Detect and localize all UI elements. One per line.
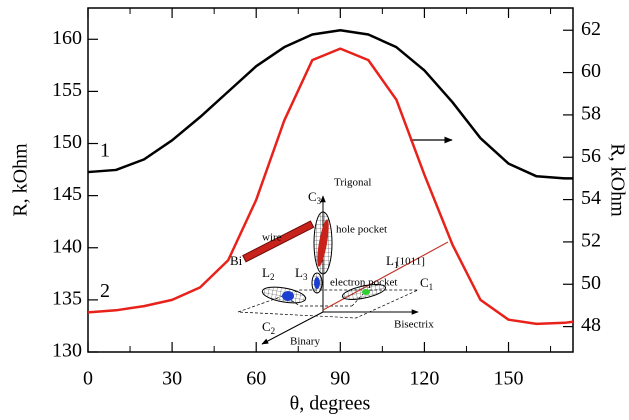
diagram-label: Bi [230,253,243,268]
y-tick-label: 150 [52,131,82,153]
diagram-label: hole pocket [336,224,387,236]
y-tick-label: 155 [52,79,82,101]
diagram-label-sub: 3 [317,196,322,206]
diagram-label-text: L [262,265,270,280]
diagram-label: L2 [262,265,274,282]
diagram-label-text: C [308,189,317,204]
diagram-label: C2 [262,319,275,336]
diagram-label: C1 [420,275,433,292]
x-tick-label: 90 [330,368,350,390]
series-label: 2 [100,280,110,302]
diagram-label: Bisectrix [394,319,434,331]
y2-tick-label: 54 [581,187,601,209]
series-line [87,47,574,326]
y-tick-label: 140 [52,235,82,257]
diagram-label: Trigonal [334,177,372,189]
y2-axis-label: R, kOhm [606,143,628,217]
diagram-label-sub: 2 [271,326,276,336]
x-tick-label: 150 [494,368,524,390]
y2-tick-label: 52 [581,230,601,252]
diagram-label-sub: 2 [270,272,275,282]
diagram-label: L1 [386,253,398,270]
diagram-label-text: L [386,253,394,268]
y2-tick-label: 56 [581,145,601,167]
x-tick-label: 0 [83,368,93,390]
x-axis-label: θ, degrees [290,393,371,415]
diagram-label-sub: 1 [394,260,399,270]
y2-tick-label: 58 [581,102,601,124]
y2-tick-label: 62 [581,18,601,40]
y-tick-label: 145 [52,183,82,205]
y-tick-label: 130 [52,340,82,362]
y2-tick-label: 50 [581,272,601,294]
inset-diagram [237,195,449,345]
diagram-label: wire [262,232,282,244]
diagram-label-text: C [262,319,271,334]
diagram-label: C3 [308,189,322,206]
x-tick-label: 60 [246,368,266,390]
diagram-label: L3 [295,265,308,282]
diagram-label: Binary [290,336,320,348]
diagram-label: [1011] [396,256,425,268]
y2-tick-label: 60 [581,60,601,82]
diagram-label-sub: 1 [429,282,434,292]
y2-tick-label: 48 [581,314,601,336]
x-tick-label: 120 [409,368,439,390]
diagram-label-sub: 3 [303,272,308,282]
diagram-label-text: C [420,275,429,290]
y-tick-label: 135 [52,287,82,309]
y-axis-label: R, kOhm [10,143,32,217]
plot-frame [87,7,574,353]
diagram-label: electron pocket [330,277,398,289]
y-tick-label: 160 [52,27,82,49]
x-tick-label: 30 [162,368,182,390]
series-label: 1 [100,140,110,162]
diagram-label-text: L [295,265,303,280]
series-line [87,28,573,180]
